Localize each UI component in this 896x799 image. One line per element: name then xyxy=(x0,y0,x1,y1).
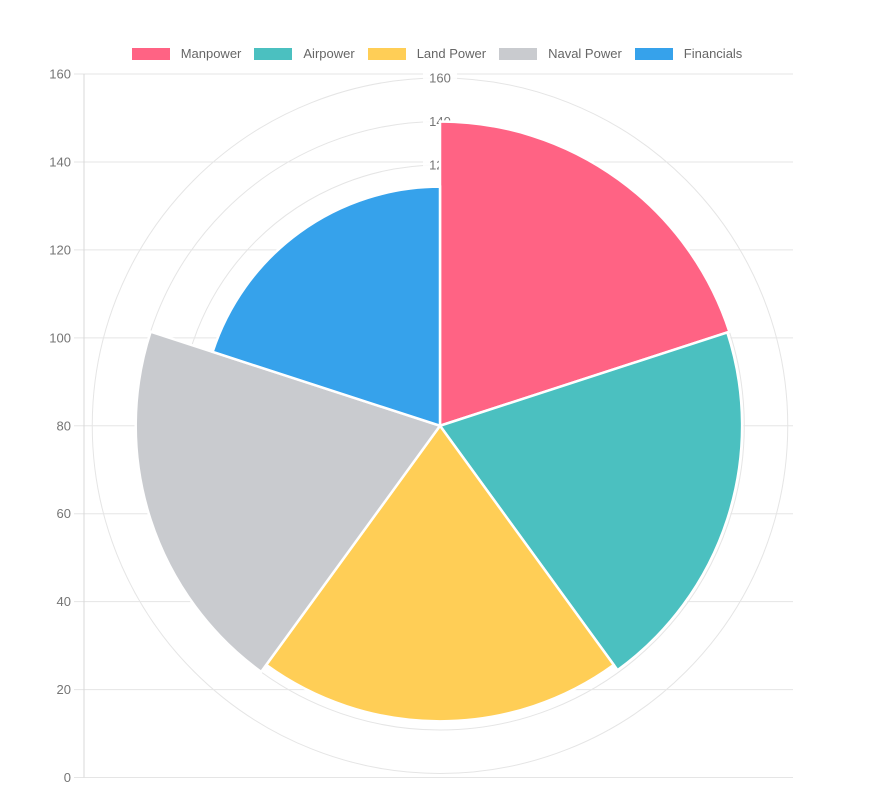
legend-swatch-manpower xyxy=(131,47,170,60)
legend-item-airpower[interactable]: Airpower xyxy=(254,46,355,61)
y-axis-tick-label: 140 xyxy=(49,154,71,169)
y-axis-tick-label: 160 xyxy=(49,67,71,82)
slice-naval-power[interactable] xyxy=(134,330,443,674)
slice-financials[interactable] xyxy=(211,185,442,428)
legend-item-financials[interactable]: Financials xyxy=(634,46,743,61)
slice-land-power[interactable] xyxy=(264,423,616,723)
y-axis-tick-label: 100 xyxy=(49,330,71,345)
slice-manpower[interactable] xyxy=(438,120,731,428)
y-axis-tick-label: 0 xyxy=(64,770,71,785)
legend-label: Manpower xyxy=(180,46,242,61)
r-axis-tick-backdrop xyxy=(423,70,457,86)
legend-item-land-power[interactable]: Land Power xyxy=(367,46,487,61)
r-axis-tick-label: 160 xyxy=(429,71,451,86)
legend-label: Land Power xyxy=(416,46,487,61)
legend-swatch-naval-power xyxy=(499,47,538,60)
legend-swatch-airpower xyxy=(254,47,293,60)
legend-item-naval-power[interactable]: Naval Power xyxy=(499,46,622,61)
legend-swatch-land-power xyxy=(367,47,406,60)
chart-legend: Manpower Airpower Land Power Naval Power Fin… xyxy=(0,46,874,61)
y-axis-tick-label: 40 xyxy=(57,594,71,609)
legend-item-manpower[interactable]: Manpower xyxy=(131,46,242,61)
y-axis-tick-label: 120 xyxy=(49,242,71,257)
y-axis-tick-label: 60 xyxy=(57,506,71,521)
y-axis-tick-label: 20 xyxy=(57,682,71,697)
slice-airpower[interactable] xyxy=(437,330,744,672)
y-axis-tick-label: 80 xyxy=(57,418,71,433)
legend-swatch-financials xyxy=(634,47,673,60)
legend-label: Financials xyxy=(683,46,743,61)
legend-label: Airpower xyxy=(303,46,355,61)
legend-label: Naval Power xyxy=(548,46,622,61)
